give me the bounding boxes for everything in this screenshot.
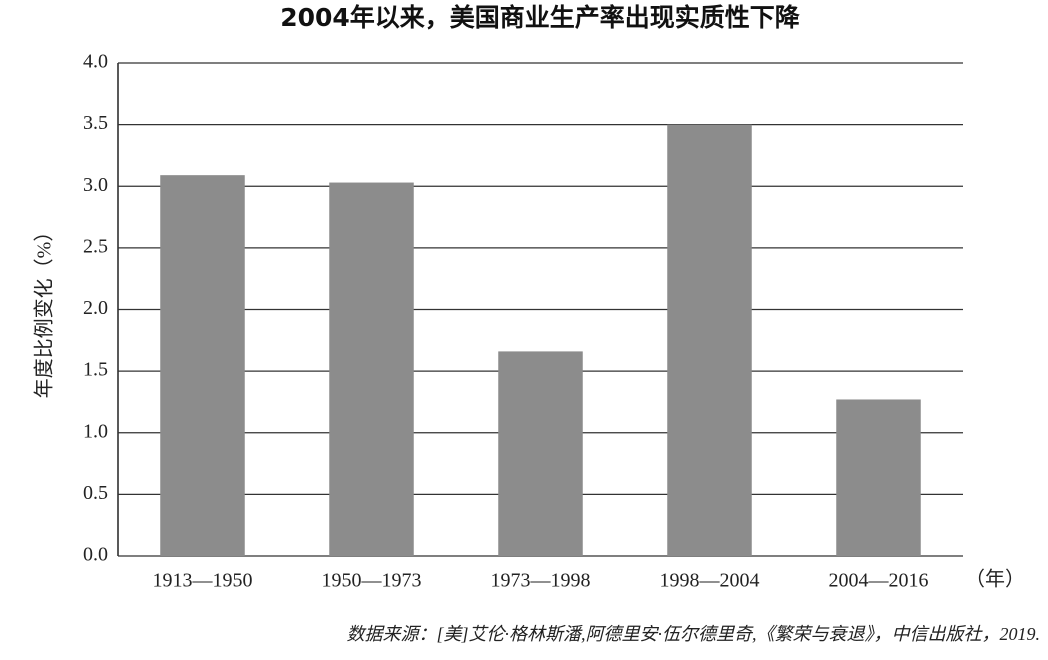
x-tick-label: 1973—1998: [491, 570, 591, 592]
bar: [498, 351, 583, 556]
x-tick-label: 1950—1973: [322, 570, 422, 592]
chart-title: 2004年以来，美国商业生产率出现实质性下降: [280, 3, 801, 32]
y-tick-label: 3.5: [83, 112, 108, 134]
y-tick-label: 0.0: [83, 544, 108, 566]
y-tick-label: 2.0: [83, 297, 108, 319]
y-tick-label: 2.5: [83, 235, 108, 257]
source-note: 数据来源：[美]艾伦·格林斯潘,阿德里安·伍尔德里奇,《繁荣与衰退》，中信出版社…: [346, 624, 1040, 644]
y-axis-label: 年度比例变化（%）: [33, 222, 56, 399]
x-tick-label: 1998—2004: [660, 570, 760, 592]
y-tick-label: 4.0: [83, 51, 108, 73]
x-tick-label: 1913—1950: [153, 570, 253, 592]
bar: [160, 175, 245, 556]
bar: [667, 124, 752, 556]
x-tick-label: 2004—2016: [829, 570, 929, 592]
y-tick-label: 1.5: [83, 359, 108, 381]
bar: [329, 182, 414, 557]
x-unit-label: （年）: [965, 568, 1025, 591]
y-tick-label: 3.0: [83, 174, 108, 196]
y-tick-label: 0.5: [83, 482, 108, 504]
bar: [836, 399, 921, 556]
y-tick-label: 1.0: [83, 420, 108, 442]
